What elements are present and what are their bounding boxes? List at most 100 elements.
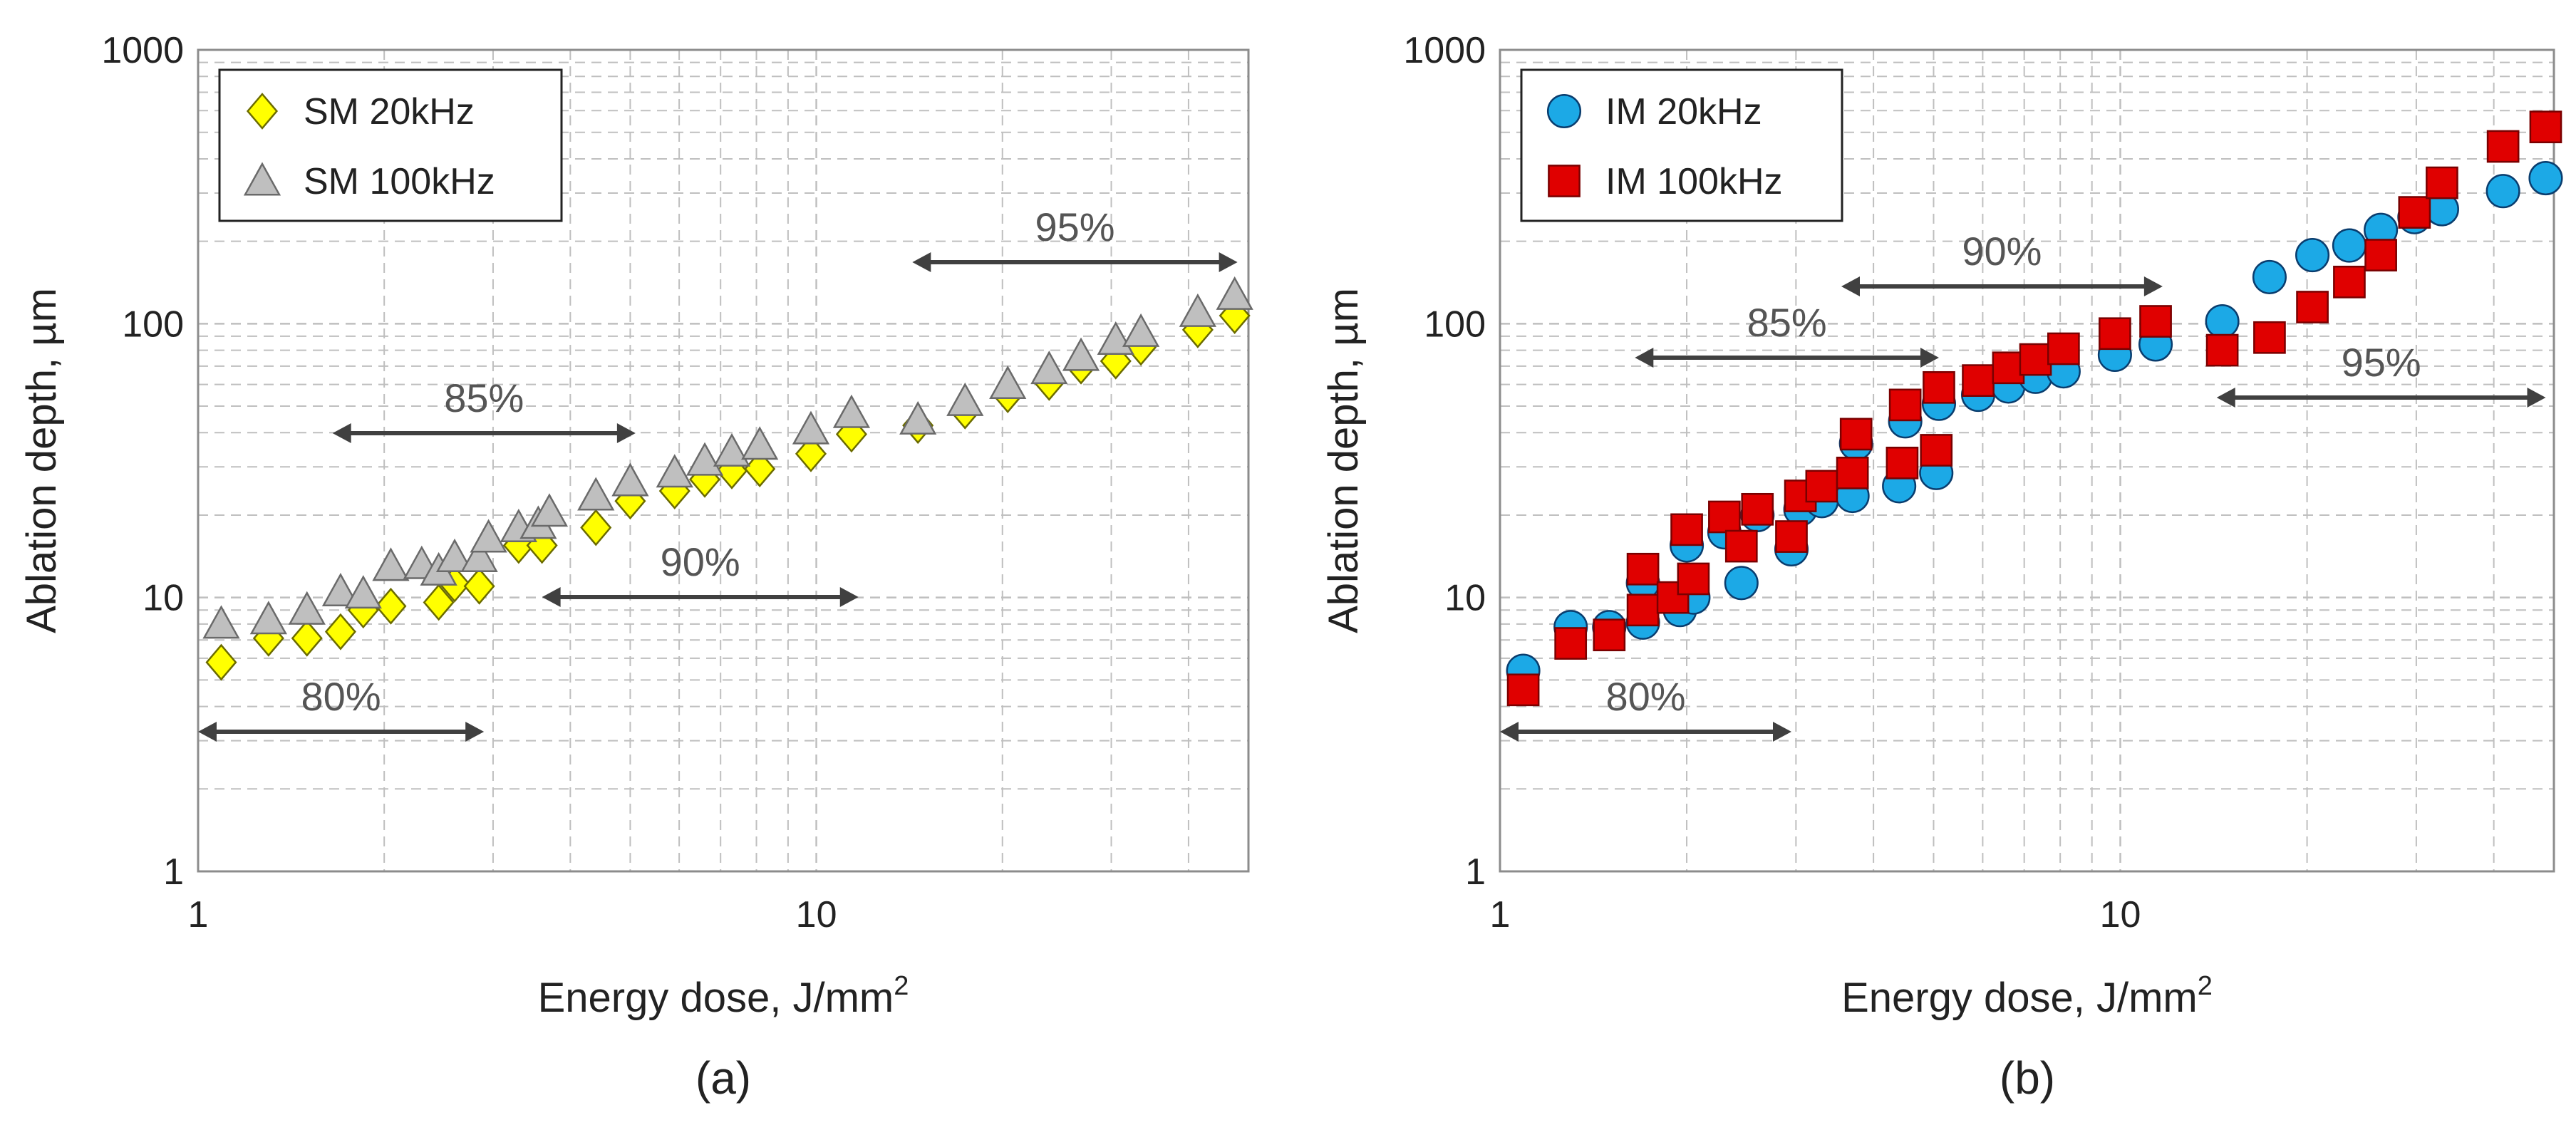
chart-a-sm-20khz-point-17 bbox=[795, 435, 827, 472]
chart-b-im-100khz-point-23 bbox=[2047, 332, 2080, 366]
chart-a-annotation-95: 95% bbox=[1035, 204, 1114, 249]
chart-b-im-100khz-point-1 bbox=[1554, 627, 1588, 660]
chart-b-x-axis-label-main: Energy dose, J/mm bbox=[1841, 975, 2198, 1021]
chart-b-y-axis-label: Ablation depth, µm bbox=[1320, 288, 1367, 633]
chart-a-legend: SM 20kHz SM 100kHz bbox=[218, 68, 563, 222]
chart-b-legend-im-20khz-label: IM 20kHz bbox=[1605, 91, 1762, 133]
chart-b-im-100khz-point-2 bbox=[1593, 618, 1626, 652]
chart-a-arrow-90-head-right bbox=[839, 587, 859, 607]
chart-a-sm-20khz-point-16 bbox=[744, 450, 776, 488]
chart-a-gridlines bbox=[198, 50, 1248, 871]
chart-a-frame bbox=[197, 48, 1250, 873]
chart-a-sm-20khz-point-24 bbox=[1100, 342, 1132, 380]
chart-a-sm-100khz-point-29 bbox=[1179, 293, 1217, 327]
chart-b-im-100khz-point-18 bbox=[1920, 434, 1953, 467]
chart-a-legend-sm-100khz-marker-point-0 bbox=[243, 162, 281, 196]
chart-a-sm-100khz-point-23 bbox=[946, 382, 984, 416]
chart-b-im-100khz-point-31 bbox=[2398, 196, 2431, 229]
chart-a-sm-100khz-point-9 bbox=[460, 538, 498, 572]
chart-a-y-tick-label: 10 bbox=[143, 578, 184, 619]
chart-b-im-100khz-point-0 bbox=[1506, 673, 1540, 707]
chart-a-arrow-80-head-left bbox=[198, 722, 217, 742]
chart-a-arrow-80-head-right bbox=[465, 722, 485, 742]
chart-a-sm-20khz-point-11 bbox=[580, 509, 612, 546]
chart-b-annotation-85: 85% bbox=[1747, 300, 1827, 345]
chart-a-x-tick-label: 10 bbox=[796, 894, 837, 935]
chart-a-arrow-90 bbox=[542, 587, 859, 607]
chart-b-im-20khz-point-27 bbox=[2252, 259, 2287, 294]
chart-b-y-tick-label: 1000 bbox=[1403, 30, 1486, 71]
chart-a-sm-100khz-point-20 bbox=[792, 410, 830, 445]
chart-a-sm-20khz-point-3 bbox=[324, 613, 356, 650]
chart-a-x-axis-label-sup: 2 bbox=[894, 971, 909, 1001]
chart-a-sm-100khz-point-15 bbox=[611, 462, 649, 497]
chart-b-y-tick-label: 1 bbox=[1465, 851, 1486, 893]
chart-a-sm-100khz-point-25 bbox=[1030, 351, 1068, 385]
chart-b-im-100khz-point-11 bbox=[1775, 520, 1808, 553]
chart-b-im-100khz-point-32 bbox=[2426, 166, 2458, 199]
chart-a-x-tick-label: 1 bbox=[188, 894, 209, 935]
chart-b-legend: IM 20kHz IM 100kHz bbox=[1520, 68, 1843, 222]
chart-b-arrow-85 bbox=[1635, 348, 1939, 368]
chart-b-arrow-90 bbox=[1841, 276, 2163, 296]
chart-a-legend-box bbox=[218, 68, 563, 222]
chart-b-arrow-95 bbox=[2216, 388, 2546, 408]
chart-a-sm-100khz-point-4 bbox=[344, 575, 382, 609]
chart-b-im-100khz-point-34 bbox=[2529, 110, 2562, 144]
chart-a-arrow-95 bbox=[912, 252, 1238, 272]
chart-a-sm-20khz-point-5 bbox=[375, 587, 407, 625]
chart-a-sm-100khz-point-28 bbox=[1122, 313, 1160, 347]
chart-b-im-100khz-point-14 bbox=[1836, 457, 1869, 489]
chart-a-sm-100khz-point-13 bbox=[530, 493, 569, 527]
chart-a-sm-100khz-point-1 bbox=[249, 601, 287, 635]
chart-a-arrow-85-head-left bbox=[332, 423, 351, 443]
chart-b-im-20khz-point-34 bbox=[2528, 161, 2563, 196]
chart-b-im-100khz-point-30 bbox=[2364, 239, 2397, 271]
chart-a-y-tick-label: 1000 bbox=[101, 30, 184, 71]
chart-a-legend-sm-100khz-label: SM 100kHz bbox=[304, 161, 495, 202]
chart-b-im-100khz-point-5 bbox=[1656, 581, 1690, 614]
chart-b-arrow-90-head-right bbox=[2143, 276, 2163, 296]
chart-a-x-axis-label-main: Energy dose, J/mm bbox=[538, 975, 894, 1021]
chart-a-annotation-80: 80% bbox=[301, 674, 381, 719]
chart-b-im-100khz-point-3 bbox=[1626, 593, 1660, 627]
chart-a-sm-100khz-point-5 bbox=[372, 547, 410, 581]
chart-b-im-100khz-series bbox=[1506, 110, 2562, 707]
chart-b-legend-im-20khz-marker-point-0 bbox=[1546, 93, 1582, 129]
chart-a-subplot-label: (a) bbox=[695, 1052, 751, 1104]
chart-b-im-100khz-point-10 bbox=[1741, 492, 1774, 526]
chart-a-sm-100khz-point-16 bbox=[656, 454, 693, 488]
chart-a-legend-sm-20khz-marker-point-0 bbox=[246, 93, 279, 130]
chart-b-arrow-80 bbox=[1500, 722, 1791, 742]
chart-b-im-100khz-point-17 bbox=[1888, 388, 1922, 422]
chart-a-sm-100khz-point-22 bbox=[899, 400, 937, 435]
chart-a-sm-100khz-point-19 bbox=[741, 426, 779, 460]
chart-b-arrow-90-head-left bbox=[1841, 276, 1860, 296]
chart-a-sm-100khz-point-18 bbox=[713, 432, 751, 467]
chart-a-y-tick-label: 1 bbox=[163, 851, 184, 893]
chart-a-sm-20khz-point-6 bbox=[423, 584, 455, 621]
chart-b-x-axis-label: Energy dose, J/mm2 bbox=[1841, 971, 2213, 1021]
chart-b-im-100khz-point-16 bbox=[1886, 446, 1919, 479]
chart-a-sm-100khz-point-2 bbox=[288, 591, 326, 625]
panel-a: 1 10 100 1000 1 10 Energy dose, J/mm2 Ablation … bbox=[19, 30, 1253, 1104]
chart-a-arrow-80 bbox=[198, 722, 485, 742]
panel-b: 1 10 100 1000 1 10 Energy dose, J/mm2 Ablation … bbox=[1320, 30, 2563, 1104]
chart-b-im-20khz-point-29 bbox=[2332, 228, 2366, 263]
chart-b-im-100khz-point-4 bbox=[1626, 552, 1660, 586]
chart-a-sm-100khz-point-8 bbox=[435, 538, 474, 572]
chart-b-im-100khz-point-22 bbox=[2019, 343, 2052, 376]
chart-b-arrow-95-head-left bbox=[2216, 388, 2235, 408]
chart-a-annotation-90: 90% bbox=[661, 539, 740, 584]
chart-b-legend-im-100khz-label: IM 100kHz bbox=[1605, 161, 1783, 202]
chart-a-y-tick-label: 100 bbox=[122, 304, 184, 345]
chart-b-arrow-85-head-right bbox=[1920, 348, 1939, 368]
chart-b-im-100khz-point-28 bbox=[2296, 291, 2329, 323]
chart-b-im-100khz-point-24 bbox=[2099, 317, 2131, 351]
chart-b-im-100khz-point-26 bbox=[2205, 333, 2239, 367]
chart-b-arrow-80-head-left bbox=[1500, 722, 1519, 742]
chart-a-sm-100khz-series bbox=[202, 276, 1253, 639]
chart-b-im-20khz-point-9 bbox=[1724, 566, 1759, 601]
chart-b-annotation-80: 80% bbox=[1605, 674, 1685, 719]
